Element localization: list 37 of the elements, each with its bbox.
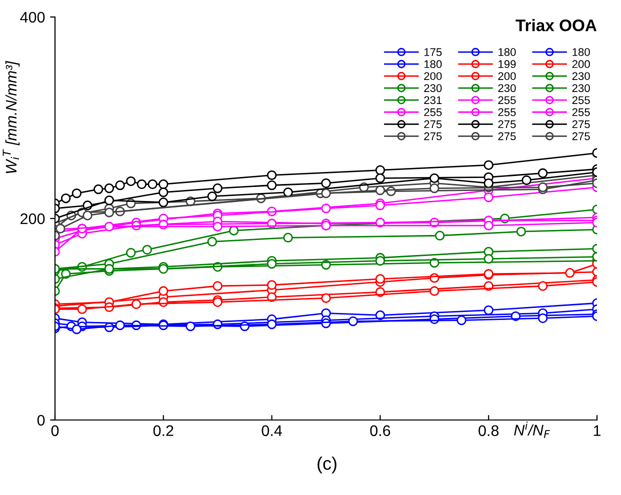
y-tick-label: 400 (20, 12, 45, 23)
text: (c) (318, 456, 336, 474)
legend-label: 230 (424, 84, 442, 92)
legend-label: 200 (498, 72, 516, 80)
legend-label: 231 (424, 96, 442, 104)
legend-label: 255 (424, 108, 442, 116)
x-tick-label: 0.6 (370, 425, 390, 436)
legend-label: 255 (498, 108, 516, 116)
legend-label: 175 (424, 48, 442, 56)
legend-label: 255 (498, 96, 516, 104)
legend-label: 230 (572, 72, 590, 80)
legend-label: 275 (498, 132, 516, 140)
y-axis-title: W$_{i}$$^{T}$ [mm.N/mm³] (2, 60, 20, 174)
y-tick-label: 0 (37, 414, 45, 426)
x-tick-label: 0.4 (262, 425, 282, 436)
legend-label: 180 (424, 60, 442, 68)
x-tick-label: 0.8 (478, 425, 499, 436)
legend-label: 230 (498, 84, 516, 92)
legend-label: 180 (572, 48, 590, 56)
legend-label: 275 (424, 132, 442, 140)
x-tick-label: 1 (594, 425, 601, 436)
chart-title: Triax OOA (516, 19, 597, 32)
legend-label: 200 (572, 60, 590, 68)
legend-label: 275 (572, 120, 590, 128)
legend-label: 275 (498, 120, 516, 128)
legend-label: 180 (498, 48, 516, 56)
legend-label: 275 (572, 132, 590, 140)
x-tick-label: 0.2 (153, 425, 174, 436)
x-tick-label: 0 (51, 425, 59, 436)
legend-label: 255 (572, 96, 590, 104)
legend-label: 275 (424, 120, 442, 128)
y-tick-label: 200 (20, 213, 45, 224)
legend-label: 200 (424, 72, 442, 80)
x-axis-title: N$^{i}$/N$_{F}$ (514, 421, 550, 438)
legend-label: 199 (498, 60, 516, 68)
legend-label: 230 (572, 84, 590, 92)
legend-label: 255 (572, 108, 590, 116)
